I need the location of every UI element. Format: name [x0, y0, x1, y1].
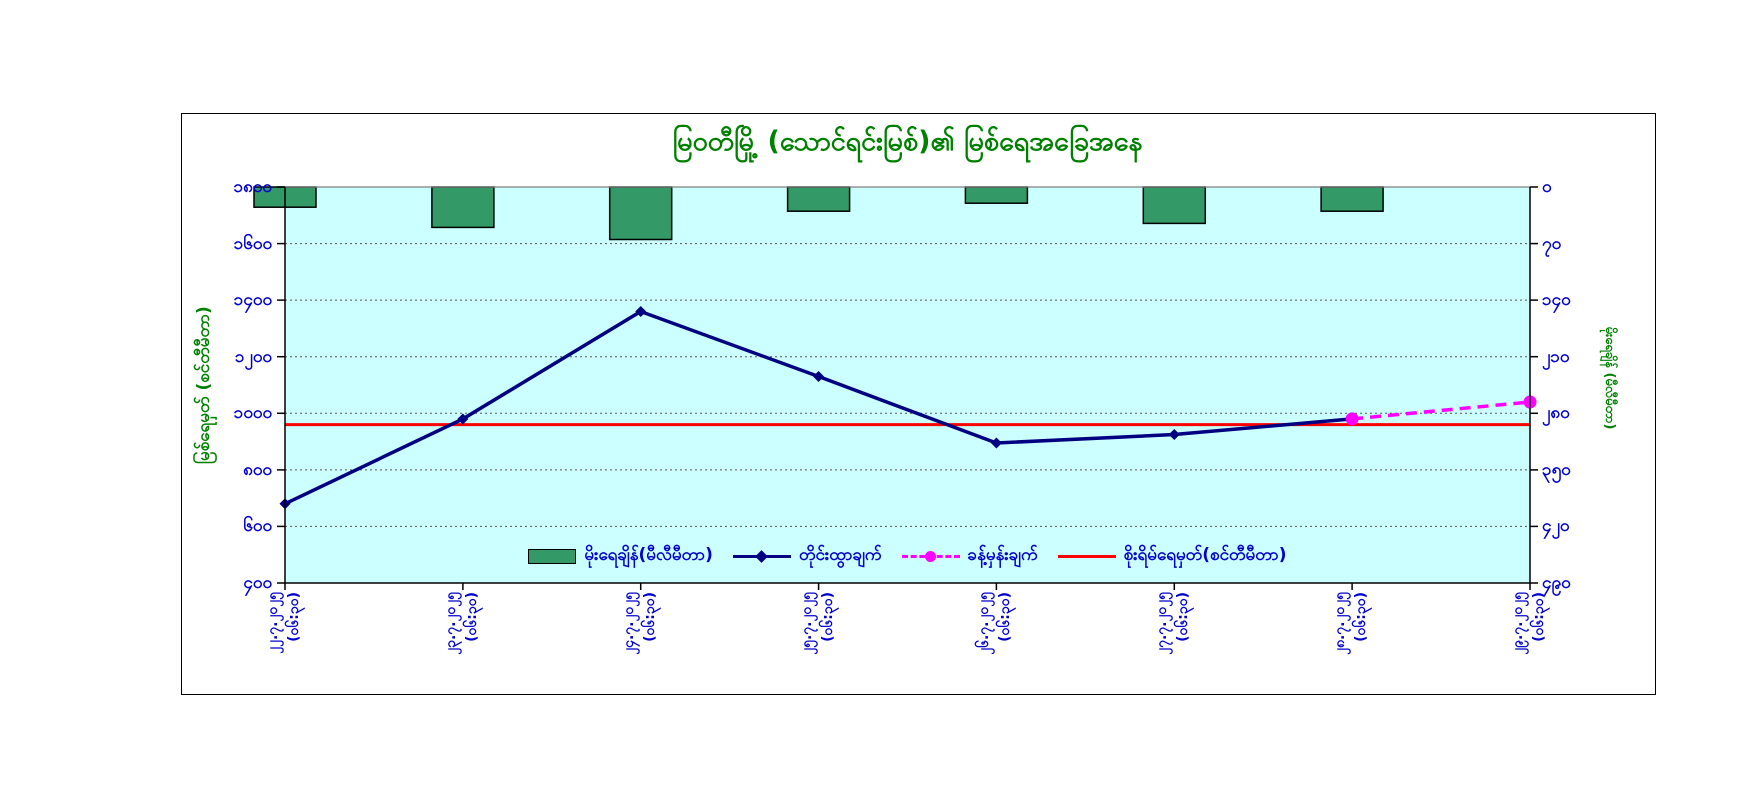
- danger-line-swatch-icon: [1057, 554, 1116, 558]
- left-axis-tick: ၆၀၀: [243, 516, 272, 536]
- left-axis-title: မြစ်ရေမှတ် (စင်တီမီတာ): [194, 306, 214, 464]
- rainfall-bar-swatch-icon: [528, 548, 577, 564]
- right-axis-tick: ၄၂၀: [1542, 516, 1570, 536]
- right-axis-tick: ၂၈၀: [1542, 403, 1570, 423]
- forecast-dash-swatch-icon: [901, 550, 960, 562]
- legend-label-rainfall: မိုးရေချိန်(မီလီမီတာ): [584, 544, 713, 565]
- x-axis-label: ၂၃.၇.၂၀၂၅ (၀၆:၃၀): [443, 592, 480, 655]
- diamond-marker-icon: [755, 549, 768, 563]
- right-axis-tick: ၇၀: [1542, 234, 1562, 254]
- legend-item-danger: စိုးရိမ်ရေမှတ်(စင်တီမီတာ): [1057, 544, 1287, 569]
- legend-label-observed: တိုင်းထွာချက်: [798, 544, 882, 565]
- legend: မိုးရေချိန်(မီလီမီတာ) တိုင်းထွာချက် ခန့်…: [285, 541, 1530, 571]
- left-axis-tick: ၈၀၀: [243, 460, 272, 480]
- x-axis-label: ၂၆.၇.၂၀၂၅ (၀၆:၃၀): [976, 592, 1013, 655]
- legend-label-forecast: ခန့်မှန်းချက်: [967, 544, 1038, 565]
- legend-item-forecast: ခန့်မှန်းချက်: [901, 544, 1038, 569]
- right-axis-tick: ၄၉၀: [1542, 573, 1571, 593]
- left-axis-tick: ၁၂၀၀: [234, 347, 272, 367]
- right-axis-title: မိုးရေချိန် (မီလီမီတာ): [1602, 326, 1617, 430]
- x-axis-label: ၂၈.၇.၂၀၂၅ (၀၆:၃၀): [1332, 592, 1369, 655]
- x-axis-label: ၂၇.၇.၂၀၂၅ (၀၆:၃၀): [1154, 592, 1191, 655]
- right-axis-tick: ၀: [1542, 177, 1552, 197]
- x-axis-label: ၂၉.၇.၂၀၂၅ (၀၆:၃၀): [1510, 592, 1547, 655]
- x-axis-label: ၂၂.၇.၂၀၂၅ (၀၆:၃၀): [265, 592, 302, 654]
- left-axis-tick: ၁၆၀၀: [233, 234, 272, 254]
- right-axis-tick: ၂၁၀: [1542, 347, 1570, 367]
- left-axis-tick: ၁၈၀၀: [233, 177, 272, 197]
- observed-line-swatch-icon: [732, 549, 791, 563]
- right-axis-tick: ၁၄၀: [1542, 290, 1571, 310]
- left-axis-tick: ၁၄၀၀: [233, 290, 272, 310]
- plot-area: [253, 186, 1538, 590]
- chart-title: မြဝတီမြို့ (သောင်ရင်းမြစ်)၏ မြစ်ရေအခြေအန…: [672, 126, 1143, 157]
- legend-item-observed: တိုင်းထွာချက်: [732, 544, 882, 569]
- left-axis-tick: ၁၀၀၀: [233, 403, 272, 423]
- x-axis-label: ၂၅.၇.၂၀၂၅ (၀၆:၃၀): [799, 592, 836, 655]
- legend-item-rainfall: မိုးရေချိန်(မီလီမီတာ): [528, 544, 713, 569]
- legend-label-danger: စိုးရိမ်ရေမှတ်(စင်တီမီတာ): [1123, 544, 1287, 565]
- right-axis-tick: ၃၅၀: [1542, 460, 1571, 480]
- left-axis-tick: ၄၀၀: [243, 573, 272, 593]
- x-axis-label: ၂၄.၇.၂၀၂၅ (၀၆:၃၀): [621, 592, 658, 655]
- circle-marker-icon: [924, 550, 936, 562]
